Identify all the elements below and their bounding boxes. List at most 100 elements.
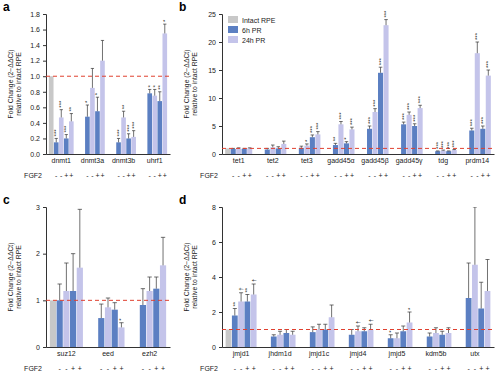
error-bar-cap (368, 126, 372, 127)
error-bar-stem (61, 110, 62, 118)
error-bar (132, 131, 135, 137)
error-bar-cap (428, 333, 432, 334)
y-axis-line (43, 208, 47, 348)
y-axis-title: Fold Change (2−ΔΔCt)relative to intact R… (183, 243, 198, 312)
y-tick: 20 (208, 39, 222, 46)
fgf2-sign: - (428, 365, 431, 372)
fgf2-sign: - (148, 365, 151, 372)
fgf2-sign: + (350, 172, 354, 179)
y-tick: 2 (212, 309, 222, 316)
fgf2-sign: + (252, 365, 256, 372)
fgf2-sign: + (64, 172, 68, 179)
error-bar-stem (73, 254, 74, 291)
error-bar-cap (408, 312, 412, 313)
bars (46, 24, 170, 154)
error-bar-cap (122, 111, 125, 112)
significance-label: *** (485, 60, 491, 68)
error-bar-stem (386, 20, 387, 26)
legend-label: 6h PR (242, 27, 261, 34)
legend: Intact RPE6h PR24h PR (228, 16, 276, 44)
fgf2-sign: + (291, 365, 295, 372)
bar (152, 96, 157, 154)
bar (162, 33, 167, 154)
fgf2-sign: - (357, 365, 360, 372)
fgf2-sign: + (69, 172, 73, 179)
error-bar (58, 284, 62, 300)
x-tick-label: dnmt3a (81, 157, 104, 164)
fgf2-row: --------------++++++++++++++FGF2 (200, 365, 489, 372)
error-bar-stem (474, 207, 475, 265)
error-bar-stem (292, 331, 293, 335)
error-bar (334, 143, 338, 145)
error-bar-stem (118, 138, 119, 142)
bar (57, 300, 63, 347)
legend-swatch (228, 16, 238, 23)
significance-label: *** (451, 140, 457, 148)
error-bar (163, 24, 166, 33)
error-bar-cap (278, 331, 282, 332)
error-bar-stem (128, 134, 129, 139)
error-bar-stem (317, 132, 318, 135)
error-bar (161, 237, 165, 265)
fgf2-sign: + (481, 172, 485, 179)
significance-label: * (304, 139, 310, 142)
error-bar-cap (369, 324, 373, 325)
error-bar-cap (476, 42, 480, 43)
y-tick-label: 2 (36, 250, 40, 257)
fgf2-sign: + (163, 172, 167, 179)
error-bar (55, 138, 58, 142)
error-bar (473, 207, 477, 265)
y-axis-title: Fold Change (2−ΔΔCt)relative to intact R… (183, 50, 198, 119)
y-tick: 1.8 (30, 11, 46, 18)
error-bar (373, 109, 377, 112)
y-axis: 0123 (36, 204, 46, 351)
fgf2-sign: + (282, 172, 286, 179)
x-tick: gadd45γ (396, 157, 423, 165)
y-tick-mark (219, 242, 222, 243)
panel: c0123Fold Change (2−ΔΔCt)relative to int… (3, 193, 171, 372)
fgf2-sign: - (442, 172, 445, 179)
error-bar-stem (358, 326, 359, 331)
panel-label: c (3, 193, 10, 207)
fgf2-sign: - (234, 365, 237, 372)
error-bar (408, 312, 412, 323)
x-tick-label: utx (470, 350, 480, 357)
fgf2-sign: - (408, 172, 411, 179)
error-bar (291, 331, 295, 335)
fgf2-sign: + (119, 365, 123, 372)
error-bar-stem (403, 326, 404, 331)
error-bar-stem (154, 89, 155, 95)
y-axis-title-line: Fold Change (2−ΔΔCt) (7, 50, 15, 119)
y-tick-mark (219, 312, 222, 313)
error-bar-stem (481, 282, 482, 308)
x-tick: ezh2 (142, 350, 157, 357)
y-tick-mark (43, 61, 46, 62)
error-bar (441, 150, 445, 152)
bar (441, 151, 446, 154)
error-bar-stem (66, 135, 67, 139)
error-bar (384, 20, 388, 26)
error-bar-stem (102, 40, 103, 60)
fgf2-sign: - (272, 172, 275, 179)
fgf2-label: FGF2 (24, 365, 42, 372)
significance-label: † (238, 287, 244, 290)
error-bar-stem (331, 305, 332, 317)
y-tick-label: 6 (212, 239, 216, 246)
error-bar (86, 105, 89, 117)
bar (349, 335, 355, 347)
x-axis: dnmt1dnmt3adnmt3buhrf1 (47, 155, 171, 164)
x-tick: jmjd1 (232, 350, 250, 358)
error-bar (311, 135, 315, 137)
y-tick-label: 1 (36, 297, 40, 304)
error-bar (467, 263, 471, 298)
bar (140, 305, 146, 347)
x-tick-label: dnmt3b (112, 157, 135, 164)
error-bar-stem (482, 126, 483, 129)
y-tick: 1.4 (30, 42, 46, 49)
bar (50, 300, 56, 347)
y-tick: 0.0 (30, 151, 46, 158)
significance-label: † (368, 319, 374, 322)
error-bar-cap (323, 324, 327, 325)
significance-label: ** (232, 301, 238, 306)
y-tick-label: 4 (212, 274, 216, 281)
